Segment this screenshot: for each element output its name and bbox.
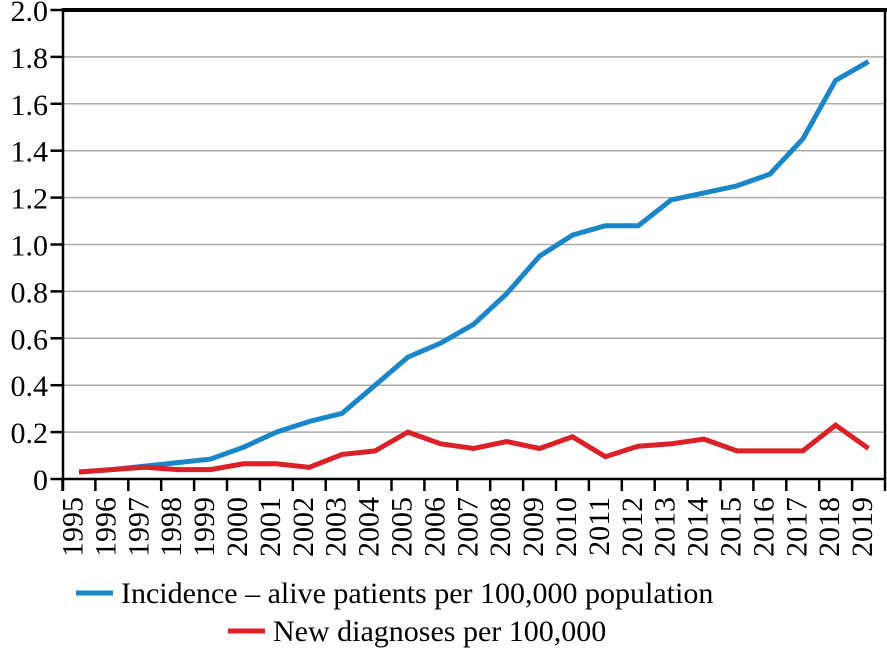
x-tick-label: 2003	[320, 497, 353, 557]
x-tick-label: 1995	[56, 497, 89, 557]
y-tick-label: 0.8	[11, 276, 49, 309]
legend-label-new-diagnoses: New diagnoses per 100,000	[273, 615, 606, 648]
x-tick-label: 2015	[714, 497, 747, 557]
series-lines	[78, 59, 870, 475]
y-tick-label: 0.2	[11, 417, 49, 450]
y-tick-label: 0.4	[11, 370, 49, 403]
x-tick-label: 2008	[484, 497, 517, 557]
y-tick-label: 1.4	[11, 136, 49, 169]
x-tick-label: 2016	[747, 497, 780, 557]
x-tick-label: 2019	[846, 497, 879, 557]
x-tick-label: 2007	[451, 497, 484, 557]
x-tick-label: 2014	[682, 497, 715, 557]
x-tick-label: 2004	[353, 497, 386, 557]
x-tick-label: 2018	[813, 497, 846, 557]
x-tick-label: 2001	[254, 497, 287, 557]
x-tick-label: 2002	[287, 497, 320, 557]
y-tick-label: 2.0	[11, 0, 49, 28]
x-tick-label: 1996	[89, 497, 122, 557]
y-tick-label: 1.0	[11, 230, 49, 263]
x-tick-label: 2012	[616, 497, 649, 557]
legend-label-incidence: Incidence – alive patients per 100,000 p…	[121, 577, 713, 610]
x-tick-label: 2010	[550, 497, 583, 557]
y-tick-label: 1.2	[11, 183, 49, 216]
x-tick-label: 2006	[418, 497, 451, 557]
y-axis-ticks	[50, 8, 63, 481]
incidence-line	[78, 59, 870, 475]
x-tick-label: 1997	[122, 497, 155, 557]
x-tick-label: 2000	[221, 497, 254, 557]
plot-border	[61, 8, 887, 491]
x-tick-label: 2005	[385, 497, 418, 557]
y-tick-label: 1.8	[11, 42, 49, 75]
x-axis-ticks	[61, 479, 887, 491]
x-tick-label: 1999	[188, 497, 221, 557]
y-tick-label: 0.6	[11, 323, 49, 356]
x-tick-label: 2009	[517, 497, 550, 557]
x-tick-label: 1998	[155, 497, 188, 557]
y-tick-label: 0	[33, 464, 48, 497]
y-tick-label: 1.6	[11, 89, 49, 122]
x-tick-label: 2011	[583, 497, 616, 556]
new-diagnoses-line	[78, 421, 870, 475]
x-tick-label: 2013	[649, 497, 682, 557]
x-axis-labels: 1995 1996 1997 1998 1999 2000 2001 2002 2003 2004…	[56, 497, 879, 557]
gridlines	[62, 56, 885, 433]
x-tick-label: 2017	[780, 497, 813, 557]
y-axis-labels: 0 0.2 0.4 0.6 0.8 1.0 1.2 1.4 1.6 1.8 2.0	[11, 0, 49, 497]
legend: Incidence – alive patients per 100,000 p…	[76, 577, 713, 648]
